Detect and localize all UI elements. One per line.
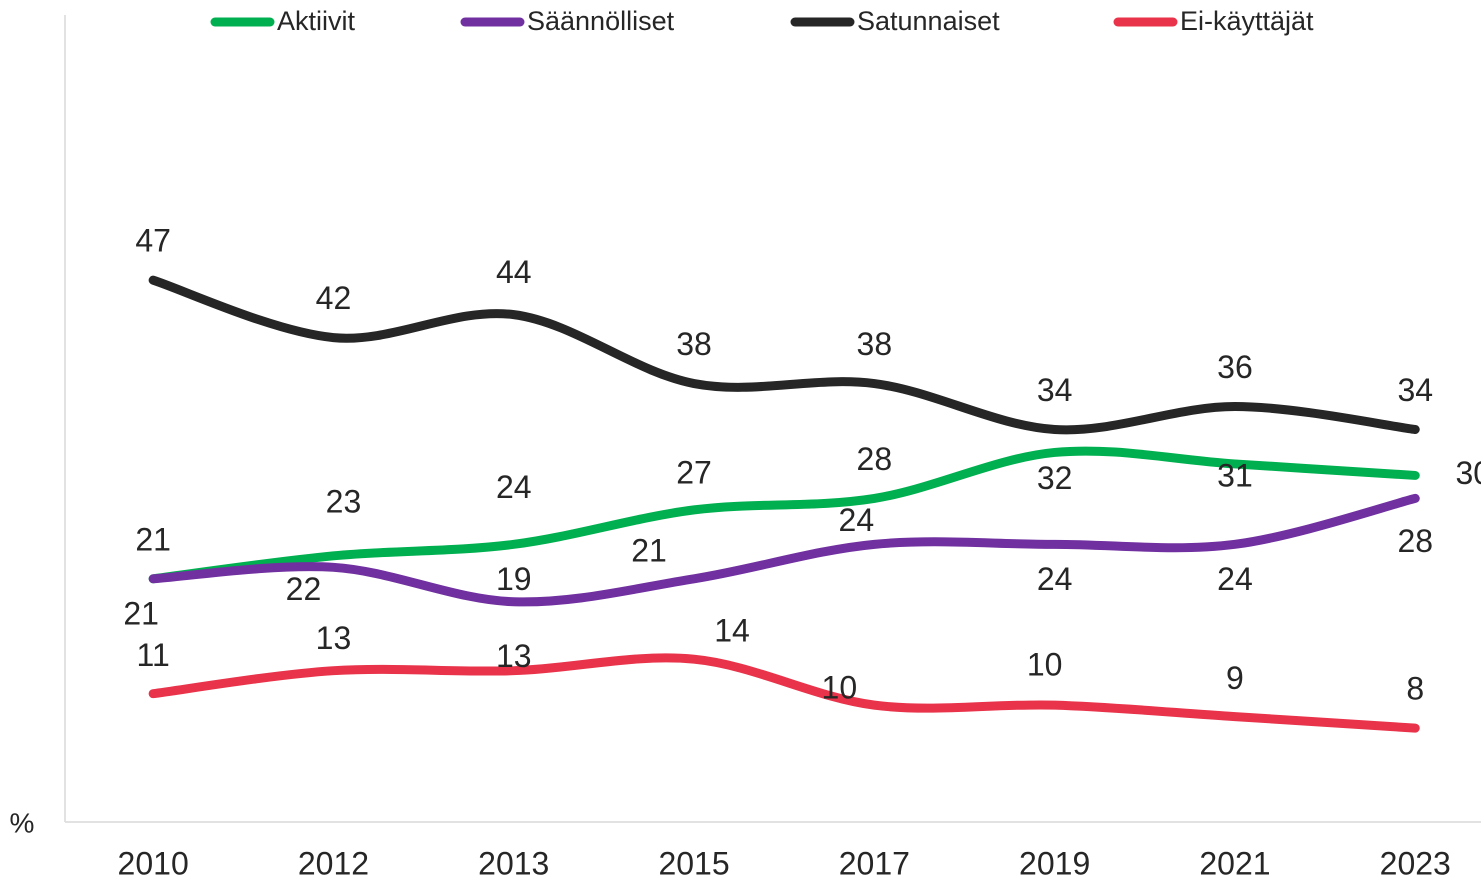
x-tick-label: 2013	[478, 845, 549, 881]
legend-label: Säännölliset	[527, 6, 675, 36]
x-tick-label: 2019	[1019, 845, 1090, 881]
data-label: 28	[1397, 523, 1433, 559]
data-label: 24	[839, 502, 875, 538]
data-label: 38	[676, 326, 712, 362]
data-label: 31	[1217, 457, 1253, 493]
data-label: 21	[123, 595, 159, 631]
x-tick-label: 2015	[658, 845, 729, 881]
data-label: 23	[326, 483, 362, 519]
series-line	[148, 493, 1420, 607]
x-tick-label: 2021	[1199, 845, 1270, 881]
data-label: 24	[496, 469, 532, 505]
data-label: 28	[857, 441, 893, 477]
data-label: 42	[316, 280, 352, 316]
x-tick-label: 2017	[839, 845, 910, 881]
data-label: 21	[631, 532, 667, 568]
data-label: 34	[1397, 372, 1433, 408]
data-label: 8	[1406, 671, 1424, 707]
data-label: 32	[1037, 460, 1073, 496]
legend-label: Ei-käyttäjät	[1180, 6, 1314, 36]
data-label: 11	[137, 637, 170, 673]
data-label: 21	[135, 521, 171, 557]
legend-label: Satunnaiset	[857, 6, 1000, 36]
data-label: 47	[135, 223, 171, 259]
series-line	[148, 275, 1420, 435]
data-label: 10	[1027, 647, 1063, 683]
data-label: 14	[714, 613, 750, 649]
data-label: 36	[1217, 349, 1253, 385]
y-axis-label: %	[10, 807, 35, 838]
data-label: 13	[496, 638, 532, 674]
data-label: 19	[496, 561, 532, 597]
data-label: 24	[1217, 561, 1253, 597]
data-label: 10	[822, 670, 858, 706]
data-label: 24	[1037, 561, 1073, 597]
data-label: 27	[676, 454, 712, 490]
data-label: 22	[286, 571, 322, 607]
legend-label: Aktiivit	[277, 6, 356, 36]
series-line	[148, 446, 1420, 584]
data-label: 38	[857, 326, 893, 362]
data-label: 13	[316, 620, 352, 656]
data-label: 34	[1037, 372, 1073, 408]
data-label: 9	[1226, 660, 1244, 696]
x-tick-label: 2012	[298, 845, 369, 881]
x-tick-label: 2023	[1380, 845, 1451, 881]
data-label: 44	[496, 254, 532, 290]
x-tick-label: 2010	[118, 845, 189, 881]
series-line	[148, 653, 1420, 733]
data-label: 30	[1455, 455, 1481, 491]
